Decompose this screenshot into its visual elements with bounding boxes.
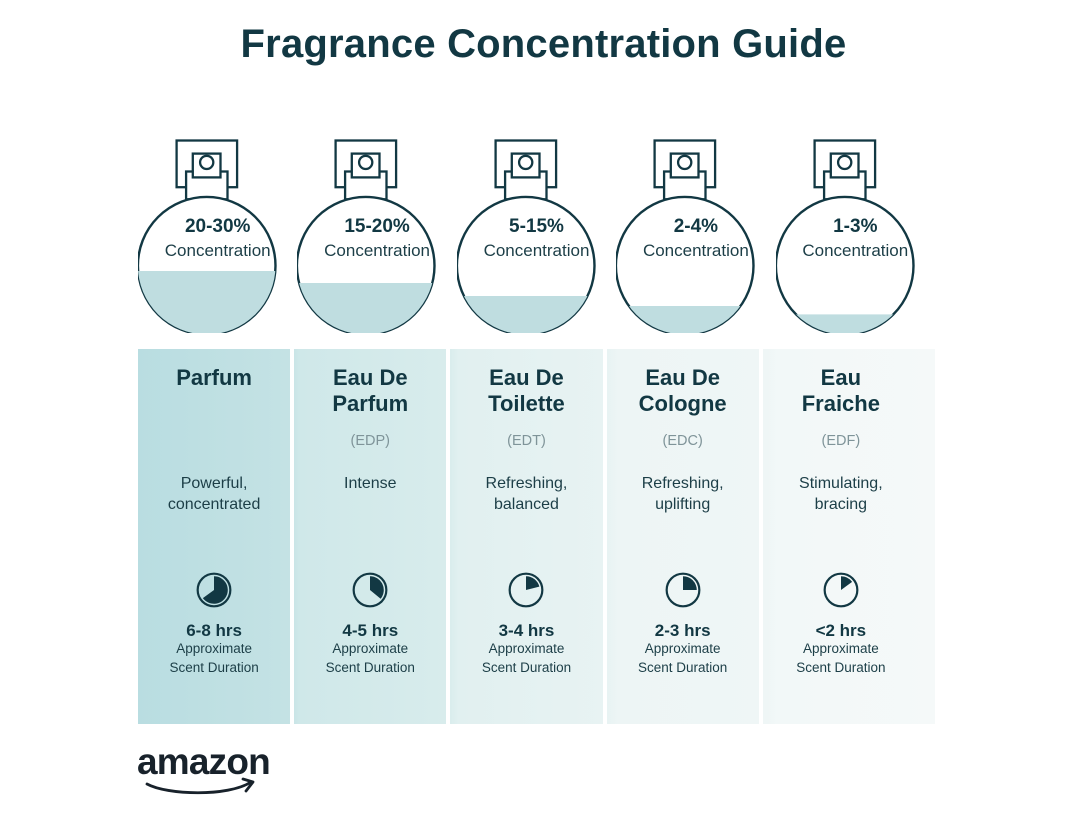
svg-text:amazon: amazon [138, 744, 270, 782]
